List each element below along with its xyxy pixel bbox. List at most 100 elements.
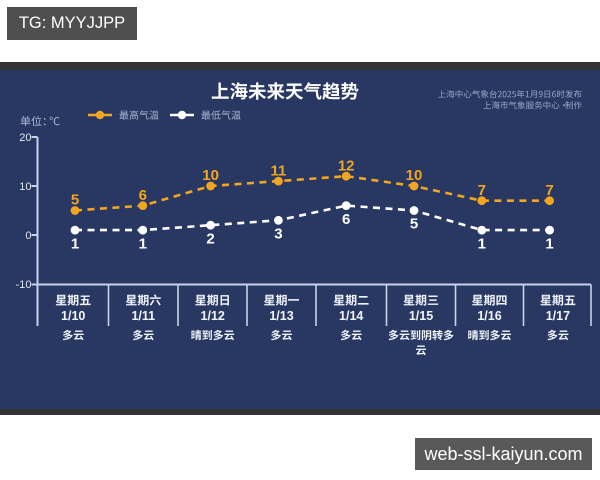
weather-label xyxy=(468,329,511,341)
weekday-label xyxy=(403,294,439,306)
weekday-label xyxy=(471,294,507,306)
series-line xyxy=(75,204,550,232)
glyph xyxy=(340,329,351,341)
data-point xyxy=(70,206,80,215)
legend-marker-dot xyxy=(177,110,187,120)
glyph xyxy=(125,294,137,306)
data-label: 6 xyxy=(139,187,147,204)
date-label: 1/16 xyxy=(477,309,501,323)
data-point xyxy=(545,225,554,235)
glyph xyxy=(220,295,229,306)
data-label: 5 xyxy=(410,216,418,233)
glyph xyxy=(501,330,511,341)
data-label: 7 xyxy=(478,182,486,199)
forecast-day: 1/11 xyxy=(125,294,161,341)
y-axis-tick-label: -10 xyxy=(16,279,32,291)
weather-label xyxy=(132,329,154,341)
legend-marker-dot xyxy=(95,110,105,120)
glyph xyxy=(285,83,304,100)
glyph xyxy=(201,110,211,120)
glyph xyxy=(463,90,472,98)
y-axis-tick-label: 0 xyxy=(25,230,31,242)
glyph xyxy=(49,116,60,126)
glyph xyxy=(345,294,357,306)
legend-item xyxy=(88,110,159,120)
y-axis-tick-label: 10 xyxy=(19,181,31,193)
glyph xyxy=(552,90,556,98)
source-line-1 xyxy=(438,90,582,98)
glyph xyxy=(538,90,543,98)
glyph xyxy=(502,90,507,98)
high-temp-series: 5 6 10 11 12 10 7 7 xyxy=(70,157,554,215)
data-label: 11 xyxy=(270,162,286,179)
glyph xyxy=(432,329,443,341)
glyph xyxy=(399,330,410,341)
forecast-day: 1/17 xyxy=(540,294,576,341)
weather-forecast-image: 20 10 0 -10 5 6 10 11 12 10 7 7 1 1 2 3 6 5 1 1 1/10 1/11 1/12… xyxy=(0,62,600,415)
glyph xyxy=(119,110,129,120)
glyph xyxy=(351,330,362,341)
chart-legend xyxy=(88,110,241,120)
weekday-label xyxy=(333,294,369,306)
data-point xyxy=(274,215,283,225)
glyph xyxy=(388,329,399,341)
source-line-2 xyxy=(483,101,582,110)
forecast-table: 1/10 1/11 1/12 1/13 1/14 1/15 1/16 1/17 xyxy=(55,294,576,356)
glyph xyxy=(224,330,235,341)
glyph xyxy=(287,299,300,301)
glyph xyxy=(410,329,421,340)
glyph xyxy=(573,101,582,110)
glyph xyxy=(517,101,526,110)
data-label: 1 xyxy=(478,235,486,252)
glyph xyxy=(497,90,502,98)
glyph xyxy=(496,295,507,306)
letterbox-bottom xyxy=(0,409,600,415)
glyph xyxy=(558,330,569,341)
glyph xyxy=(534,101,543,110)
data-point xyxy=(341,201,351,211)
glyph xyxy=(547,329,558,341)
data-point xyxy=(138,201,148,211)
glyph xyxy=(191,329,202,341)
glyph xyxy=(511,90,517,98)
glyph xyxy=(149,294,161,306)
glyph xyxy=(67,294,79,306)
glyph xyxy=(143,330,154,341)
data-label: 10 xyxy=(202,167,219,184)
glyph xyxy=(443,329,454,341)
date-label: 1/17 xyxy=(546,309,570,323)
watermark-bottom-right: web-ssl-kaiyun.com xyxy=(415,438,592,470)
glyph xyxy=(446,90,455,98)
axes: 20 10 0 -10 xyxy=(16,132,592,326)
glyph xyxy=(483,101,491,109)
forecast-day: 1/10 xyxy=(55,294,91,341)
date-label: 1/11 xyxy=(131,309,155,323)
letterbox-top xyxy=(0,62,600,70)
low-temp-series: 1 1 2 3 6 5 1 1 xyxy=(70,201,554,252)
glyph xyxy=(55,294,67,306)
weather-label xyxy=(191,329,235,341)
data-point xyxy=(477,225,487,235)
glyph xyxy=(516,90,525,98)
data-label: 6 xyxy=(342,211,350,228)
weather-label xyxy=(340,329,362,341)
glyph xyxy=(490,329,501,341)
weather-label xyxy=(271,329,292,341)
glyph xyxy=(544,90,551,98)
date-label: 1/14 xyxy=(339,309,363,323)
weather-label xyxy=(416,345,426,356)
glyph xyxy=(248,82,267,100)
glyph xyxy=(206,294,218,306)
glyph xyxy=(573,90,582,98)
data-point xyxy=(341,171,351,181)
glyph xyxy=(563,104,565,107)
glyph xyxy=(471,294,483,306)
data-label: 12 xyxy=(338,157,355,174)
glyph xyxy=(525,90,530,98)
glyph xyxy=(416,345,426,356)
glyph xyxy=(211,110,221,120)
glyph xyxy=(403,294,415,306)
glyph xyxy=(73,330,84,341)
